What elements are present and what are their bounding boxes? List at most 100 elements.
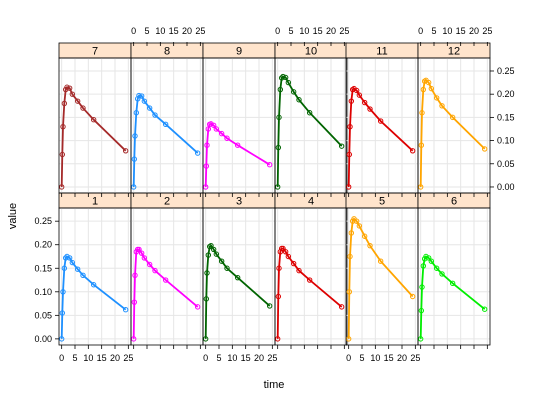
panel-strip-label: 3	[236, 196, 242, 208]
data-point	[210, 122, 217, 128]
data-point	[449, 280, 456, 287]
y-tick-label: 0.15	[34, 263, 52, 273]
data-point	[280, 245, 286, 252]
data-point	[74, 266, 81, 272]
data-point	[136, 92, 142, 99]
x-tick-label: 20	[397, 353, 407, 363]
data-point	[356, 92, 363, 98]
panel-7: 7	[58, 42, 132, 197]
panel-9: 9	[202, 42, 276, 197]
data-point	[80, 272, 86, 279]
data-point	[338, 143, 345, 149]
data-point	[202, 184, 209, 190]
data-point	[418, 307, 425, 314]
data-point	[277, 86, 284, 93]
data-point	[377, 258, 384, 264]
data-point	[361, 233, 368, 239]
x-tick-label: 5	[288, 26, 293, 36]
panel-border	[130, 207, 204, 346]
x-tick-label: 25	[267, 353, 277, 363]
data-point	[296, 97, 302, 103]
data-point	[353, 87, 360, 94]
data-point	[285, 79, 292, 86]
x-tick-label: 5	[431, 26, 436, 36]
data-point	[146, 105, 153, 111]
data-point	[282, 74, 289, 81]
data-point	[141, 98, 148, 104]
panel-strip-label: 4	[308, 196, 314, 208]
panel-strip-label: 5	[379, 196, 385, 208]
data-point	[347, 123, 353, 130]
data-point	[417, 336, 424, 342]
data-point	[277, 249, 284, 255]
data-point	[423, 253, 429, 260]
data-point	[481, 306, 488, 312]
data-point	[66, 85, 73, 91]
data-point	[276, 265, 282, 271]
axes-layer: 0 5 10 15 20 25 0 5 10 15 20 25 0 5 10 15 20 250 5 10 15 20 25…	[34, 26, 514, 363]
data-point	[274, 336, 281, 342]
data-point	[266, 303, 273, 309]
x-tick-label: 20	[182, 26, 192, 36]
data-point	[356, 223, 363, 229]
data-point	[439, 271, 445, 277]
x-tick-label: 25	[482, 26, 492, 36]
data-point	[133, 110, 140, 116]
data-point	[122, 148, 129, 154]
data-point	[59, 310, 66, 316]
panel-5: 5	[345, 192, 419, 349]
data-point	[205, 126, 212, 132]
data-point	[425, 79, 432, 86]
x-tick-label: 0	[275, 26, 280, 36]
panel-2: 2	[130, 192, 204, 349]
data-point	[218, 258, 225, 264]
y-tick-label: 0.05	[34, 310, 52, 320]
data-point	[409, 293, 416, 300]
data-point	[348, 98, 355, 104]
x-tick-label: 5	[216, 353, 221, 363]
data-point	[131, 156, 138, 162]
data-point	[224, 135, 230, 141]
x-tick-label: 10	[83, 353, 93, 363]
data-point	[58, 336, 65, 342]
data-point	[152, 267, 158, 274]
panel-8: 8	[130, 42, 204, 197]
data-point	[69, 91, 76, 97]
data-point	[213, 251, 220, 257]
data-point	[69, 259, 76, 266]
data-point	[122, 306, 129, 313]
data-point	[80, 105, 86, 111]
data-point	[208, 121, 214, 127]
y-tick-label: 0.25	[34, 216, 52, 226]
data-point	[361, 99, 368, 106]
y-tick-label: 0.10	[497, 136, 515, 146]
data-point	[58, 184, 65, 190]
data-point	[60, 123, 66, 130]
x-tick-label: 25	[339, 26, 349, 36]
panel-strip-label: 6	[451, 196, 457, 208]
series-line-11	[347, 87, 414, 188]
data-point	[280, 73, 286, 80]
panel-1: 1	[58, 192, 132, 349]
series-line-8	[132, 94, 199, 188]
data-point	[66, 255, 73, 261]
data-point	[203, 296, 210, 302]
data-point	[194, 304, 201, 310]
x-tick-label: 15	[241, 353, 251, 363]
panel-strip-label: 10	[305, 46, 317, 58]
panel-strip-label: 1	[92, 196, 98, 208]
x-tick-label: 5	[144, 26, 149, 36]
data-point	[90, 282, 97, 288]
series-line-10	[276, 75, 343, 188]
data-point	[417, 184, 424, 190]
x-tick-label: 15	[384, 353, 394, 363]
data-point	[345, 336, 352, 342]
data-point	[152, 112, 158, 118]
data-point	[162, 121, 169, 128]
series-line-2	[132, 248, 199, 339]
x-tick-label: 10	[442, 26, 452, 36]
x-tick-label: 10	[299, 26, 309, 36]
data-point	[345, 184, 352, 190]
data-point	[306, 277, 313, 283]
